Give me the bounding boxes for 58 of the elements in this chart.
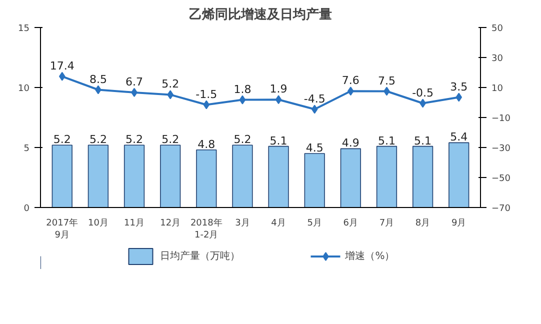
x-tick-label: 12月 [160, 218, 181, 228]
y2-tick-label: 10 [492, 84, 504, 94]
y2-tick-label: −30 [492, 144, 511, 154]
data-label: 4.9 [342, 136, 360, 150]
x-tick-label: 10月 [88, 218, 108, 228]
data-label: 7.6 [342, 74, 360, 88]
data-label: -4.5 [304, 92, 326, 106]
data-label: -1.5 [196, 88, 218, 101]
data-label: 17.4 [50, 59, 74, 72]
y2-tick-label: −10 [492, 114, 511, 124]
x-tick-label: 6月 [343, 218, 358, 228]
data-label: 5.1 [270, 134, 288, 148]
x-tick-label: 5月 [307, 218, 322, 228]
chart-title: 乙烯同比增速及日均产量 [189, 6, 332, 22]
data-label: 5.2 [162, 78, 180, 91]
point [203, 100, 210, 110]
x-tick-label: 4月 [271, 218, 286, 228]
y2-tick-label: 30 [492, 54, 504, 64]
point [275, 95, 282, 104]
y-tick-label: 10 [18, 84, 30, 94]
legend-label: 增速（%） [345, 250, 395, 263]
y-tick-label: 0 [24, 204, 30, 214]
data-label: 1.8 [234, 82, 252, 96]
x-tick-label: 2017年 9月 [46, 218, 78, 240]
data-label: 5.1 [378, 134, 396, 148]
data-label: 5.1 [414, 134, 432, 148]
legend-label: 日均产量（万吨） [160, 250, 240, 263]
data-label: 8.5 [89, 72, 107, 86]
data-label: 4.5 [306, 142, 324, 154]
data-label: 5.4 [450, 130, 468, 144]
point [456, 92, 462, 102]
data-label: 5.2 [126, 133, 144, 146]
data-label: 6.7 [126, 75, 144, 88]
data-label: 1.9 [270, 82, 288, 96]
x-tick-label: 8月 [415, 218, 430, 228]
data-label: 5.2 [234, 133, 252, 146]
point [239, 95, 246, 104]
y-tick-label: 15 [18, 24, 30, 34]
y2-tick-label: −70 [492, 204, 511, 214]
x-tick-label: 9月 [452, 218, 466, 228]
data-label: 5.2 [89, 133, 107, 146]
data-label: 7.5 [378, 74, 396, 88]
x-tick-label: 3月 [235, 218, 250, 228]
data-label: 3.5 [450, 80, 468, 94]
point [347, 86, 354, 96]
x-tick-label: 2018年 1-2月 [190, 218, 222, 240]
data-label: -0.5 [412, 86, 434, 100]
y-tick-label: 5 [24, 144, 30, 154]
data-label: 4.8 [198, 138, 216, 151]
point [58, 72, 66, 81]
x-tick-label: 11月 [124, 218, 144, 228]
x-tick-label: 7月 [379, 218, 394, 228]
data-label: 5.2 [162, 133, 180, 146]
point [311, 104, 318, 114]
y2-tick-label: 50 [492, 24, 504, 34]
point [167, 90, 174, 100]
data-label: 5.2 [53, 133, 71, 146]
y2-tick-label: −50 [492, 174, 511, 184]
